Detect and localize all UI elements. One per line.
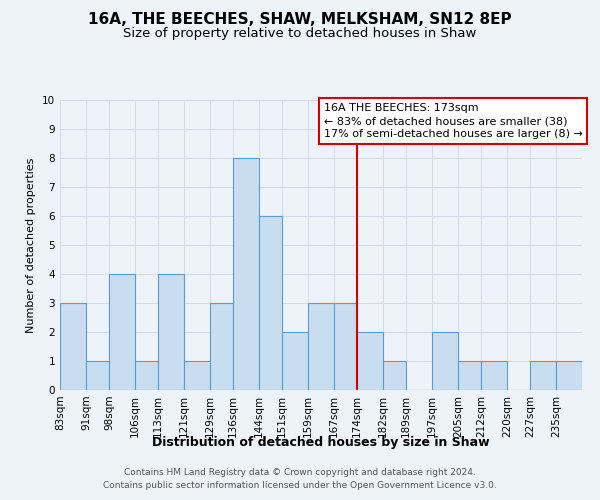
Bar: [109, 274, 135, 390]
Bar: [158, 274, 184, 390]
Bar: [556, 361, 582, 390]
Bar: [308, 303, 334, 390]
Bar: [135, 361, 158, 390]
Bar: [530, 361, 556, 390]
Text: Distribution of detached houses by size in Shaw: Distribution of detached houses by size …: [152, 436, 490, 449]
Text: 16A THE BEECHES: 173sqm
← 83% of detached houses are smaller (38)
17% of semi-de: 16A THE BEECHES: 173sqm ← 83% of detache…: [323, 103, 583, 140]
Bar: [383, 361, 406, 390]
Bar: [458, 361, 481, 390]
Bar: [210, 303, 233, 390]
Bar: [334, 303, 357, 390]
Bar: [60, 303, 86, 390]
Text: Contains public sector information licensed under the Open Government Licence v3: Contains public sector information licen…: [103, 480, 497, 490]
Bar: [481, 361, 507, 390]
Bar: [233, 158, 259, 390]
Bar: [86, 361, 109, 390]
Text: Contains HM Land Registry data © Crown copyright and database right 2024.: Contains HM Land Registry data © Crown c…: [124, 468, 476, 477]
Y-axis label: Number of detached properties: Number of detached properties: [26, 158, 37, 332]
Bar: [357, 332, 383, 390]
Text: Size of property relative to detached houses in Shaw: Size of property relative to detached ho…: [124, 28, 476, 40]
Bar: [432, 332, 458, 390]
Bar: [259, 216, 282, 390]
Bar: [282, 332, 308, 390]
Bar: [184, 361, 210, 390]
Text: 16A, THE BEECHES, SHAW, MELKSHAM, SN12 8EP: 16A, THE BEECHES, SHAW, MELKSHAM, SN12 8…: [88, 12, 512, 28]
